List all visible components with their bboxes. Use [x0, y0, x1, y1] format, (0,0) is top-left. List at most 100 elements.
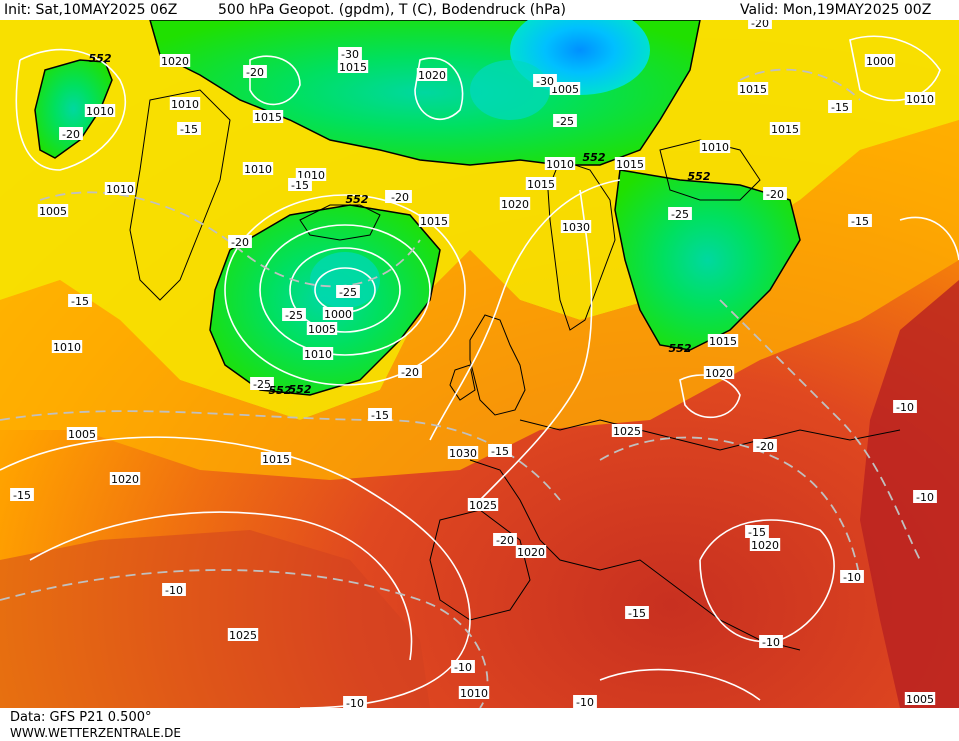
temperature-label: -10	[916, 491, 934, 504]
pressure-label-bg	[159, 54, 191, 67]
temperature-label: -15	[180, 123, 198, 136]
pressure-label-bg	[227, 628, 259, 641]
temperature-label: -20	[391, 191, 409, 204]
geopotential-contour-label: 552	[688, 170, 711, 183]
temperature-label-bg	[573, 695, 597, 708]
pressure-label-bg	[295, 168, 327, 181]
temperature-label-bg	[759, 635, 783, 648]
temperature-label: -20	[751, 17, 769, 30]
temperature-label: -20	[496, 534, 514, 547]
red-region-southwest	[0, 530, 430, 708]
pressure-label-bg	[707, 334, 739, 347]
temperature-label-bg	[893, 400, 917, 413]
temperature-label-bg	[488, 444, 512, 457]
temperature-label: -10	[576, 696, 594, 709]
pressure-label: 1010	[244, 163, 272, 176]
pressure-label-bg	[864, 54, 896, 67]
temperature-label: -20	[766, 188, 784, 201]
pressure-label: 1015	[771, 123, 799, 136]
pressure-label: 1025	[613, 425, 641, 438]
coastlines	[129, 89, 901, 651]
pressure-label: 1000	[324, 308, 352, 321]
pressure-label: 1010	[106, 183, 134, 196]
temperature-label-bg	[745, 525, 769, 538]
map-title: 500 hPa Geopot. (gpdm), T (C), Bodendruc…	[218, 2, 566, 18]
temperature-label-bg	[763, 187, 787, 200]
pressure-label-bg	[544, 157, 576, 170]
temperature-label-bg	[848, 214, 872, 227]
temperature-label-bg	[336, 285, 360, 298]
pressure-label: 1010	[86, 105, 114, 118]
temperature-label-bg	[177, 122, 201, 135]
temperature-label: -15	[71, 295, 89, 308]
temperature-label-bg	[451, 660, 475, 673]
pressure-label-bg	[467, 498, 499, 511]
pressure-label: 1005	[308, 323, 336, 336]
temperature-label-bg	[398, 365, 422, 378]
temperature-label: -15	[13, 489, 31, 502]
temperature-label-bg	[668, 207, 692, 220]
pressure-label-bg	[703, 366, 735, 379]
temperature-label-bg	[68, 294, 92, 307]
pressure-label: 1020	[705, 367, 733, 380]
temperature-label: -10	[896, 401, 914, 414]
pressure-label-bg	[252, 110, 284, 123]
temperature-label: -20	[62, 128, 80, 141]
pressure-label: 1015	[339, 61, 367, 74]
geopotential-contour-label: 552	[269, 384, 292, 397]
blue-core-north	[510, 5, 650, 95]
pressure-label: 1015	[420, 215, 448, 228]
temperature-label-bg	[10, 488, 34, 501]
temperature-label: -15	[831, 101, 849, 114]
temperature-label-bg	[533, 74, 557, 87]
temperature-label: -10	[454, 661, 472, 674]
pressure-label: 1015	[527, 178, 555, 191]
pressure-label-bg	[904, 92, 936, 105]
temperature-label: -30	[341, 48, 359, 61]
pressure-label: 1020	[111, 473, 139, 486]
pressure-label-bg	[525, 177, 557, 190]
temperature-label: -10	[843, 571, 861, 584]
pressure-label: 1020	[751, 539, 779, 552]
temperature-label: -15	[291, 179, 309, 192]
pressure-label-bg	[337, 60, 369, 73]
pressure-label-bg	[447, 446, 479, 459]
temperature-label-bg	[625, 606, 649, 619]
temperature-label: -20	[401, 366, 419, 379]
temperature-label-bg	[840, 570, 864, 583]
temperature-label-bg	[388, 190, 412, 203]
temperature-label: -15	[371, 409, 389, 422]
pressure-label: 1020	[418, 69, 446, 82]
geopotential-contour-label: 552	[669, 342, 692, 355]
pressure-label-bg	[104, 182, 136, 195]
temperature-label: -15	[628, 607, 646, 620]
pressure-label: 1015	[254, 111, 282, 124]
pressure-label: 1010	[304, 348, 332, 361]
temperature-label-bg	[343, 696, 367, 709]
pressure-label-bg	[904, 692, 936, 705]
temperature-label-bg	[493, 533, 517, 546]
temperature-label-bg	[59, 127, 83, 140]
pressure-label-bg	[614, 157, 646, 170]
pressure-label: 1005	[68, 428, 96, 441]
pressure-label-bg	[418, 214, 450, 227]
pressure-label-bg	[37, 204, 69, 217]
isobars	[0, 35, 959, 709]
pressure-label: 1010	[906, 93, 934, 106]
temperature-label: -15	[491, 445, 509, 458]
temperature-label-bg	[553, 114, 577, 127]
geopotential-contour-label: 552	[89, 52, 112, 65]
pressure-label: 1000	[866, 55, 894, 68]
cyan-core-atlantic	[310, 252, 380, 308]
pressure-label: 1015	[262, 453, 290, 466]
pressure-label-bg	[260, 452, 292, 465]
pressure-label-bg	[416, 68, 448, 81]
temperature-label: -25	[253, 378, 271, 391]
pressure-label-bg	[302, 347, 334, 360]
temperature-label-bg	[243, 65, 267, 78]
temperature-label: -15	[748, 526, 766, 539]
pressure-label-bg	[458, 686, 490, 699]
pressure-label-bg	[549, 82, 581, 95]
temperature-label-bg	[282, 308, 306, 321]
pressure-label: 1010	[53, 341, 81, 354]
